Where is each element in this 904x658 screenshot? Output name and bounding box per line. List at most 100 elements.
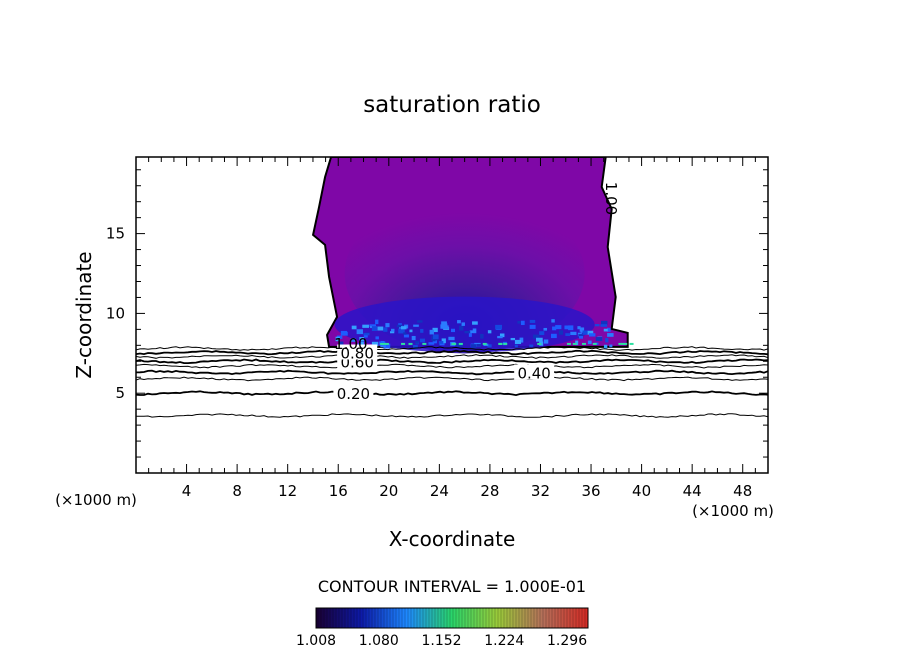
cloud-speckle (432, 334, 439, 340)
x-tick-label: 36 (581, 482, 600, 500)
cloud-speckle (448, 336, 455, 341)
cloud-speckle (514, 339, 522, 345)
cloud-speckle (441, 338, 446, 344)
contour-label-bg (337, 344, 378, 360)
contour-line (136, 346, 768, 351)
cloud-speckle (575, 340, 579, 346)
cloud-speckle (587, 340, 592, 345)
x-tick-label: 32 (531, 482, 550, 500)
colorbar-stripes (317, 608, 586, 628)
x-tick-label: 12 (278, 482, 297, 500)
cloud-speckle (401, 342, 406, 345)
contour-line (136, 390, 768, 397)
cloud-speckle (472, 321, 478, 325)
cloud-speckle (568, 325, 574, 331)
colorbar: 1.008 1.080 1.152 1.224 1.296 (296, 607, 589, 649)
cloud-speckle (607, 327, 611, 332)
x-tick-label: 44 (683, 482, 702, 500)
cloud-speckle (335, 336, 340, 342)
contour-label-bg (333, 385, 374, 401)
x-axis: 4 8 12 16 20 24 28 32 36 40 44 48 (148, 157, 756, 500)
contour-line (136, 363, 768, 369)
chart-title: saturation ratio (363, 92, 541, 118)
cloud-speckle (529, 344, 534, 347)
cloud-speckle (529, 324, 536, 329)
cloud-speckle (383, 343, 391, 349)
cloud-speckle (396, 324, 403, 328)
cloud-speckle (415, 340, 419, 344)
x-tick-label: 4 (182, 482, 192, 500)
cloud-speckle (385, 323, 390, 328)
cloud-speckle (459, 325, 464, 331)
cloud-speckle (517, 321, 521, 324)
cloud-speckle (375, 336, 379, 340)
cloud-speckle (369, 324, 377, 328)
cloud-speckle (442, 325, 449, 329)
cloud-speckle (543, 339, 549, 344)
cloud-speckle (403, 334, 409, 338)
cloud-speckle (497, 335, 503, 339)
cloud-speckle (564, 325, 571, 330)
cloud-speckle (375, 319, 379, 325)
cloud-speckle (577, 326, 581, 330)
cloud-speckle (558, 330, 564, 335)
cloud-speckle (552, 326, 557, 331)
cloud-speckle (520, 320, 525, 326)
cloud-speckle (371, 341, 379, 347)
x-unit-left: (×1000 m) (55, 491, 137, 509)
contour-line (136, 376, 768, 382)
cloud-speckle (487, 344, 492, 348)
contour-label: 0.40 (517, 364, 550, 382)
contour-line (136, 358, 768, 365)
colorbar-tick-label: 1.224 (484, 633, 524, 649)
cloud-speckle (472, 328, 477, 334)
x-tick-label: 40 (632, 482, 651, 500)
cloud-speckle (586, 330, 594, 335)
plot-area (136, 157, 768, 418)
colorbar-tick-label: 1.296 (547, 633, 587, 649)
cloud-speckle (451, 342, 456, 345)
cloud-speckle (607, 333, 614, 337)
cloud-speckle (533, 334, 540, 339)
x-tick-label: 48 (733, 482, 752, 500)
y-tick-label: 10 (106, 304, 125, 322)
cloud-speckle (351, 325, 357, 330)
contour-line (136, 354, 768, 359)
cloud-speckle (579, 335, 584, 339)
contour-label-bg (514, 364, 555, 380)
cloud-speckle (588, 333, 596, 337)
cloud-speckle (469, 330, 474, 334)
cloud-speckle (600, 324, 608, 327)
cloud-speckle (429, 329, 434, 335)
cloud-speckle (377, 326, 384, 331)
cloud-speckle (555, 325, 562, 330)
cloud-speckle (411, 335, 416, 341)
cloud-speckle (440, 324, 445, 329)
colorbar-tick-label: 1.080 (359, 633, 399, 649)
cloud-speckle (363, 334, 368, 338)
cloud-speckle (623, 342, 628, 345)
cloud-speckle (519, 337, 524, 343)
cloud-speckle (461, 322, 465, 326)
contour-label: 0.80 (340, 345, 373, 363)
y-axis-title: Z-coordinate (72, 251, 96, 378)
colorbar-labels: 1.008 1.080 1.152 1.224 1.296 (296, 633, 587, 649)
cloud-speckle (359, 336, 365, 341)
cloud-speckle (595, 337, 603, 342)
cloud-speckle (458, 342, 463, 345)
cloud-speckle (419, 338, 425, 343)
cloud-speckle (551, 319, 555, 323)
cloud-speckle (350, 338, 356, 342)
colorbar-tick-label: 1.008 (296, 633, 336, 649)
cloud-speckle (420, 328, 424, 333)
cloud-speckle (398, 323, 402, 326)
cloud-speckle (383, 327, 388, 332)
cloud-speckle (428, 342, 435, 345)
x-unit-right: (×1000 m) (692, 502, 774, 520)
cloud-speckle (470, 344, 477, 349)
cloud-speckle (363, 333, 370, 336)
cloud-speckle (601, 320, 608, 326)
cloud-speckle (487, 330, 492, 334)
x-tick-label: 20 (379, 482, 398, 500)
cloud-speckle (605, 338, 609, 343)
